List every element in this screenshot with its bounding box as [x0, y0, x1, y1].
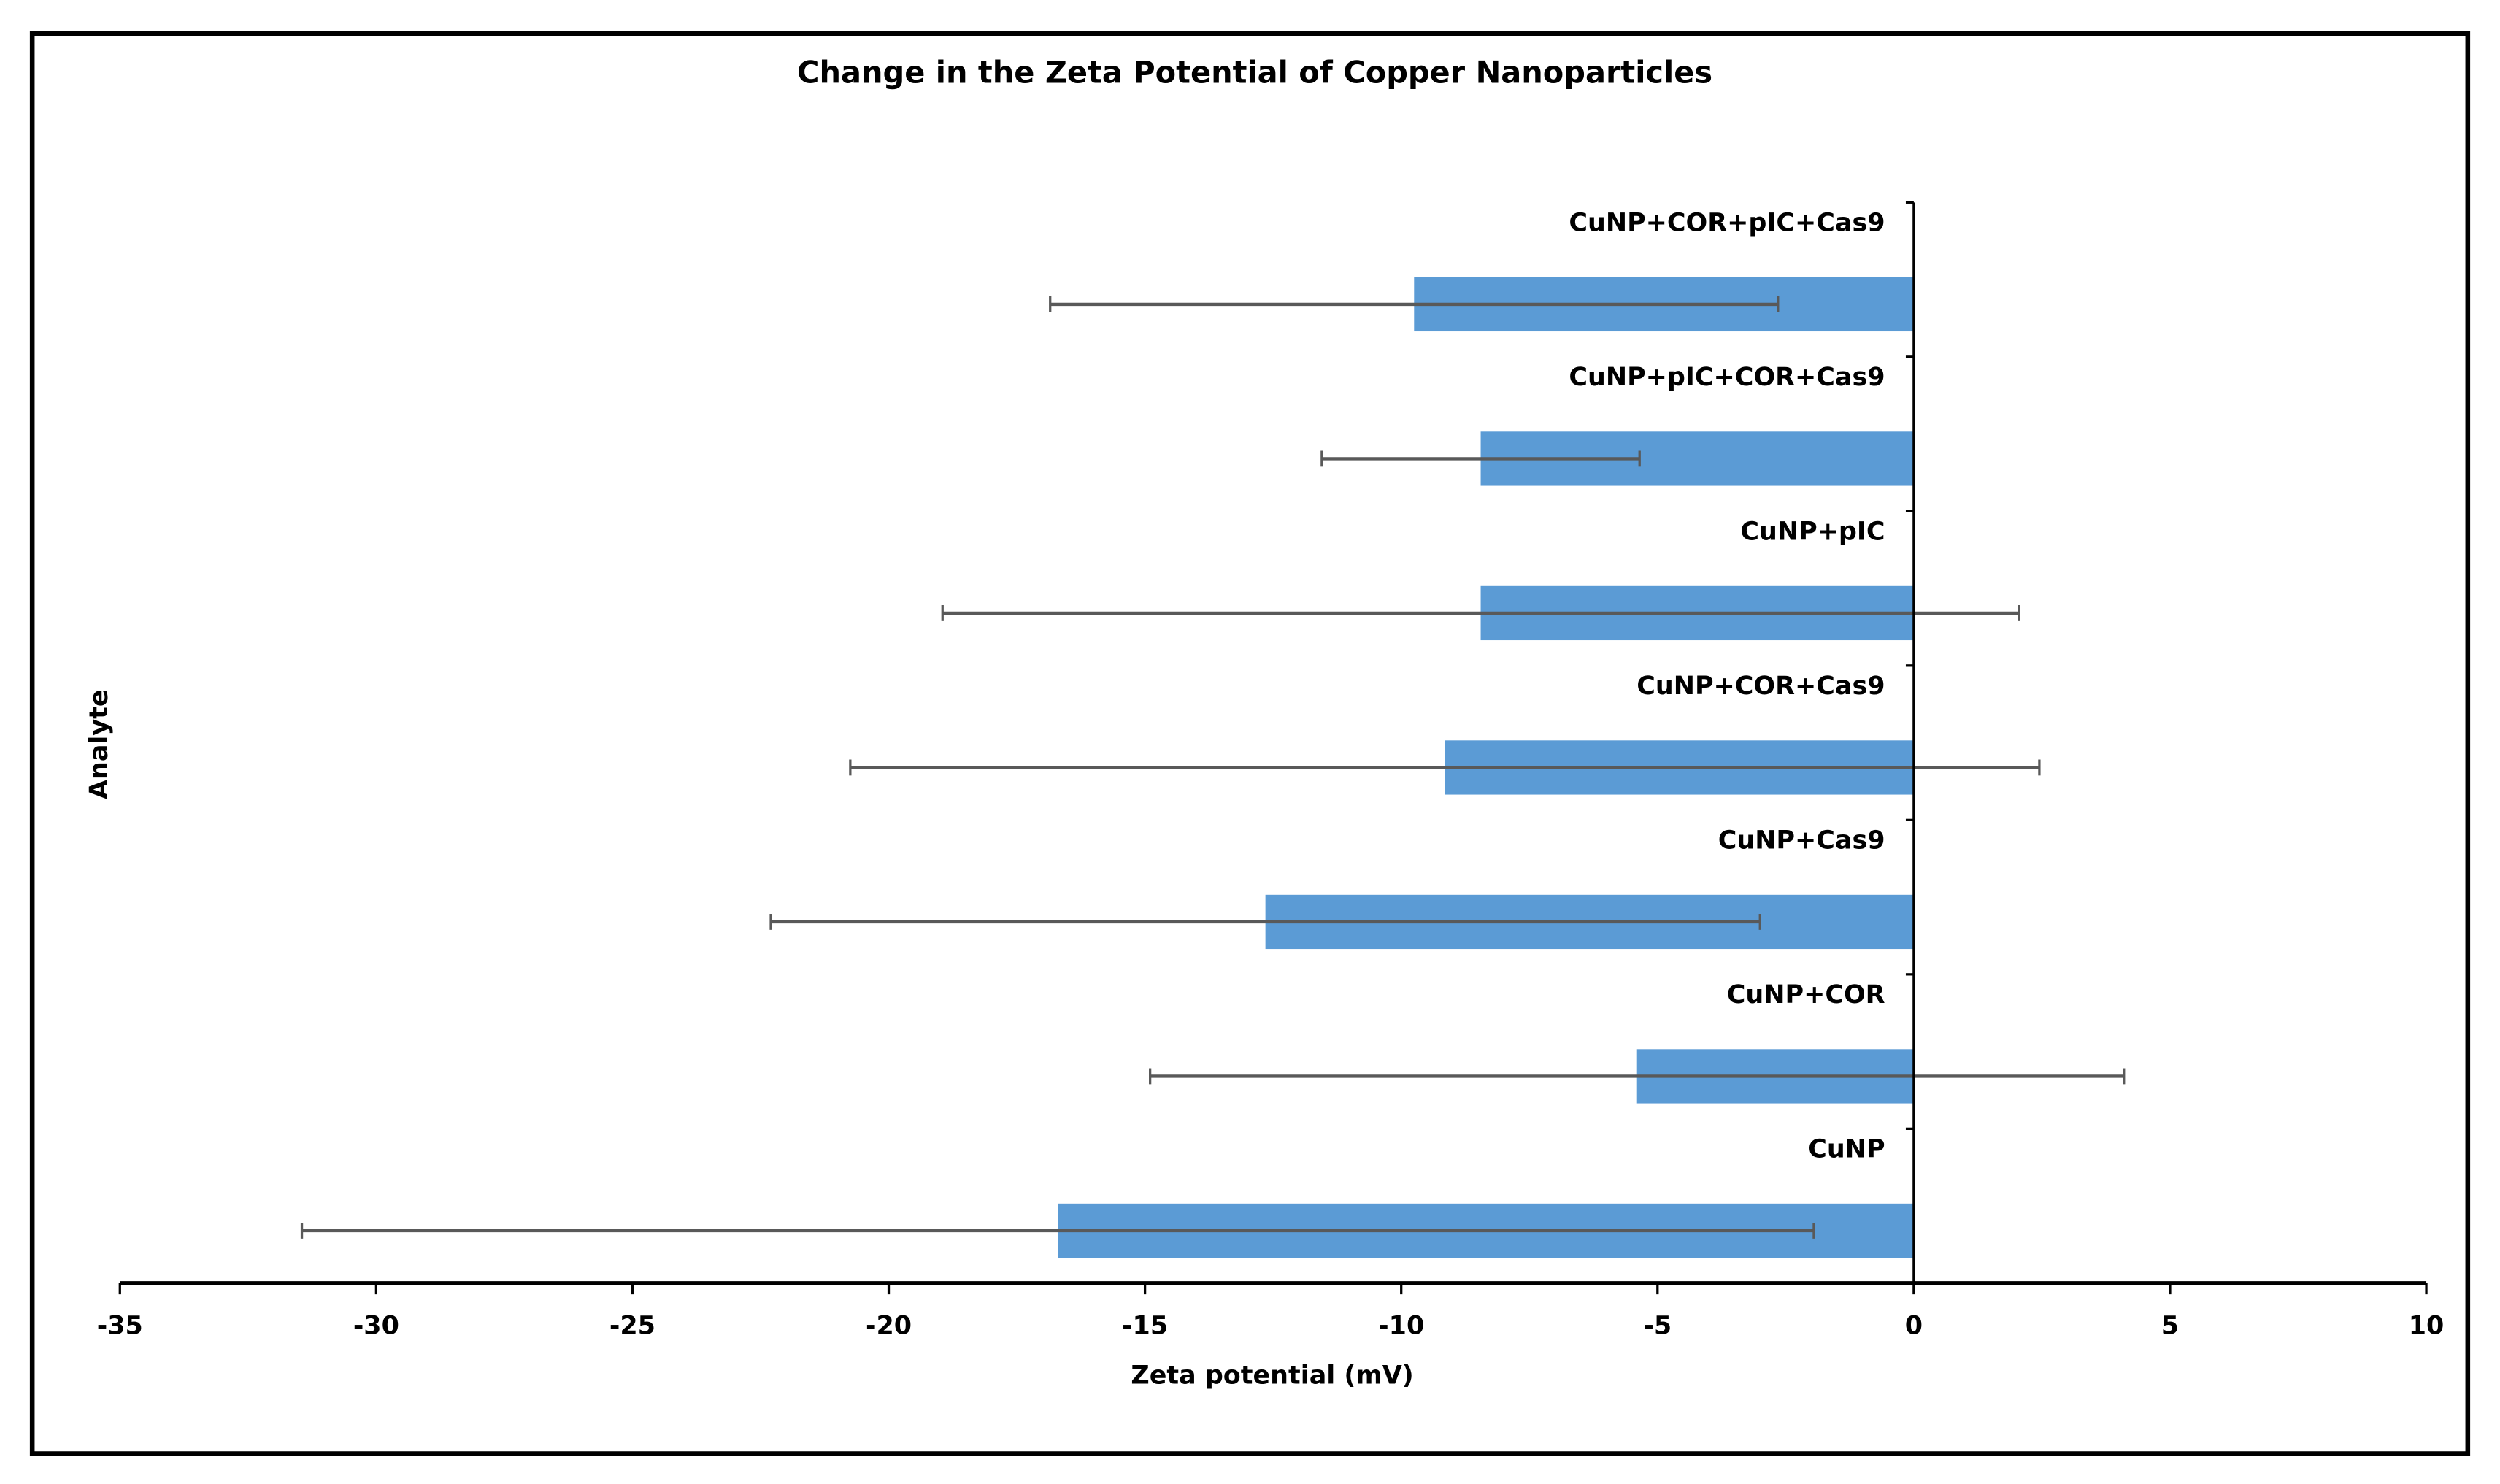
x-tick-label: 0: [1905, 1312, 1923, 1341]
x-tick-label: -5: [1643, 1312, 1672, 1341]
category-label: CuNP+COR+pIC+Cas9: [1569, 209, 1885, 238]
category-label: CuNP: [1808, 1135, 1885, 1164]
x-tick-labels: -35 -30 -25 -20 -15 -10 -5 0 5 10: [97, 1312, 2445, 1341]
x-tick-label: -35: [97, 1312, 143, 1341]
error-bars-group: [300, 296, 2126, 1239]
chart-title: Change in the Zeta Potential of Copper N…: [797, 55, 1712, 91]
x-tick-label: -30: [353, 1312, 399, 1341]
category-labels: CuNP CuNP+COR CuNP+Cas9 CuNP+COR+Cas9 CuNP+p…: [1569, 209, 1885, 1164]
axes-group: [118, 201, 2428, 1295]
x-tick-label: 5: [2161, 1312, 2179, 1341]
x-tick-label: -25: [609, 1312, 655, 1341]
y-axis-label: Analyte: [85, 689, 114, 799]
x-tick-label: -10: [1378, 1312, 1424, 1341]
category-label: CuNP+COR: [1727, 980, 1885, 1010]
x-tick-label: -20: [866, 1312, 912, 1341]
x-tick-label: -15: [1122, 1312, 1168, 1341]
x-axis-label: Zeta potential (mV): [1131, 1361, 1413, 1390]
category-label: CuNP+COR+Cas9: [1636, 672, 1885, 701]
category-label: CuNP+pIC: [1740, 518, 1885, 547]
category-label: CuNP+pIC+COR+Cas9: [1569, 363, 1885, 392]
x-tick-label: 10: [2409, 1312, 2445, 1341]
category-label: CuNP+Cas9: [1718, 826, 1885, 856]
